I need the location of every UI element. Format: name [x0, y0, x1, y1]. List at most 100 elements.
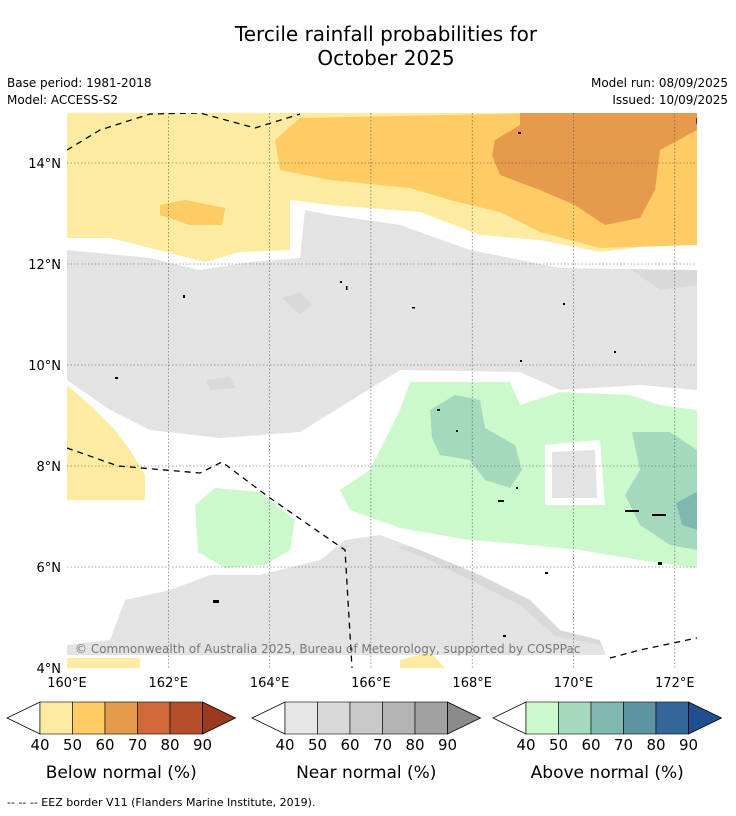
lat-tick-label: 10°N	[28, 359, 61, 374]
issued-label: Issued: 10/09/2025	[612, 93, 728, 107]
island	[625, 510, 639, 512]
lat-tick-label: 8°N	[37, 460, 62, 475]
island	[518, 132, 521, 134]
islands	[115, 132, 666, 637]
colorbar-tick-label: 60	[340, 736, 359, 754]
colorbar-swatch	[655, 701, 689, 735]
colorbar-2: 40 50 60 70 80 90 Above normal (%)	[492, 701, 723, 783]
colorbar-low-arrow	[6, 701, 41, 735]
colorbar-tick-label: 90	[438, 736, 457, 754]
copyright-notice: © Commonwealth of Australia 2025, Bureau…	[75, 642, 580, 656]
colorbar-swatch	[169, 701, 203, 735]
meta-right: Model run: 08/09/2025 Issued: 10/09/2025	[591, 75, 728, 109]
island	[498, 500, 504, 502]
above-normal-50-field	[625, 432, 697, 550]
island	[456, 430, 458, 432]
colorbar-low-arrow	[492, 701, 527, 735]
colorbar-swatch	[104, 701, 138, 735]
lat-tick-label: 12°N	[28, 258, 61, 273]
colorbar-tick-label: 40	[275, 736, 294, 754]
base-period-label: Base period: 1981-2018	[7, 76, 152, 90]
colorbar-low-arrow	[251, 701, 286, 735]
colorbar-tick-label: 50	[308, 736, 327, 754]
lon-tick-label: 160°E	[47, 676, 87, 691]
eez-border	[67, 113, 697, 668]
eez-footnote: -- -- -- EEZ border V11 (Flanders Marine…	[7, 796, 316, 809]
lat-tick-label: 6°N	[37, 561, 62, 576]
island	[183, 295, 185, 298]
lon-tick-label: 172°E	[655, 676, 695, 691]
colorbar-swatch	[137, 701, 171, 735]
colorbar-0: 40 50 60 70 80 90 Below normal (%)	[6, 701, 237, 783]
title-line-2: October 2025	[317, 46, 455, 70]
colorbar-swatch	[623, 701, 657, 735]
lat-tick-label: 14°N	[28, 157, 61, 172]
colorbar-title: Above normal (%)	[531, 763, 684, 783]
colorbar-swatch	[284, 701, 318, 735]
colorbar-tick-label: 80	[160, 736, 179, 754]
colorbar-high-arrow	[202, 701, 237, 735]
colorbar-tick-label: 60	[581, 736, 600, 754]
model-label: Model: ACCESS-S2	[7, 93, 119, 107]
colorbar-swatch	[72, 701, 106, 735]
island	[652, 514, 666, 516]
colorbar-tick-label: 70	[614, 736, 633, 754]
island	[340, 281, 342, 283]
island	[437, 409, 440, 411]
island	[658, 562, 662, 565]
above-normal-50-field	[430, 395, 522, 488]
colorbars: 40 50 60 70 80 90 Below normal (%) 40 50 60 70 80 90…	[6, 701, 723, 783]
colorbar-tick-label: 50	[63, 736, 82, 754]
colorbar-swatch	[349, 701, 383, 735]
island	[516, 487, 518, 489]
colorbar-tick-label: 90	[193, 736, 212, 754]
colorbar-tick-label: 70	[373, 736, 392, 754]
model-run-label: Model run: 08/09/2025	[590, 76, 728, 90]
colorbar-title: Near normal (%)	[296, 763, 436, 783]
below-normal-60-field	[492, 113, 697, 225]
colorbar-high-arrow	[688, 701, 723, 735]
lat-tick-label: 4°N	[37, 662, 62, 677]
colorbar-tick-label: 90	[679, 736, 698, 754]
colorbar-swatch	[39, 701, 73, 735]
colorbar-tick-label: 50	[549, 736, 568, 754]
colorbar-swatch	[382, 701, 416, 735]
above-normal-60-field	[676, 492, 697, 530]
gridlines	[67, 113, 697, 668]
eez-border-line	[609, 637, 697, 659]
neutral-gap	[67, 655, 697, 668]
island	[346, 286, 348, 290]
colorbar-swatch	[525, 701, 559, 735]
colorbar-tick-label: 80	[405, 736, 424, 754]
lon-tick-label: 166°E	[351, 676, 391, 691]
near-normal-50-patch	[282, 292, 312, 315]
chart-title: Tercile rainfall probabilities for Octob…	[0, 22, 736, 70]
island	[503, 635, 506, 637]
island	[213, 600, 219, 603]
colorbar-tick-label: 70	[128, 736, 147, 754]
colorbar-high-arrow	[447, 701, 482, 735]
lon-tick-label: 164°E	[250, 676, 290, 691]
island	[412, 307, 415, 309]
colorbar-swatch	[558, 701, 592, 735]
island	[115, 377, 118, 379]
colorbar-tick-label: 60	[95, 736, 114, 754]
island	[563, 303, 565, 305]
meta-left: Base period: 1981-2018 Model: ACCESS-S2	[7, 75, 152, 109]
near-normal-field	[552, 450, 597, 498]
lon-tick-label: 170°E	[554, 676, 594, 691]
island	[614, 351, 616, 353]
colorbar-swatch	[590, 701, 624, 735]
below-normal-40-field	[67, 385, 145, 500]
near-normal-field	[125, 540, 610, 668]
lon-tick-label: 162°E	[149, 676, 189, 691]
map-fields: © Commonwealth of Australia 2025, Bureau…	[67, 113, 697, 668]
colorbar-title: Below normal (%)	[46, 763, 197, 783]
above-normal-40-field	[195, 488, 295, 568]
colorbar-tick-label: 80	[646, 736, 665, 754]
below-normal-50-field	[160, 200, 225, 225]
island	[520, 360, 522, 362]
island	[545, 572, 548, 574]
